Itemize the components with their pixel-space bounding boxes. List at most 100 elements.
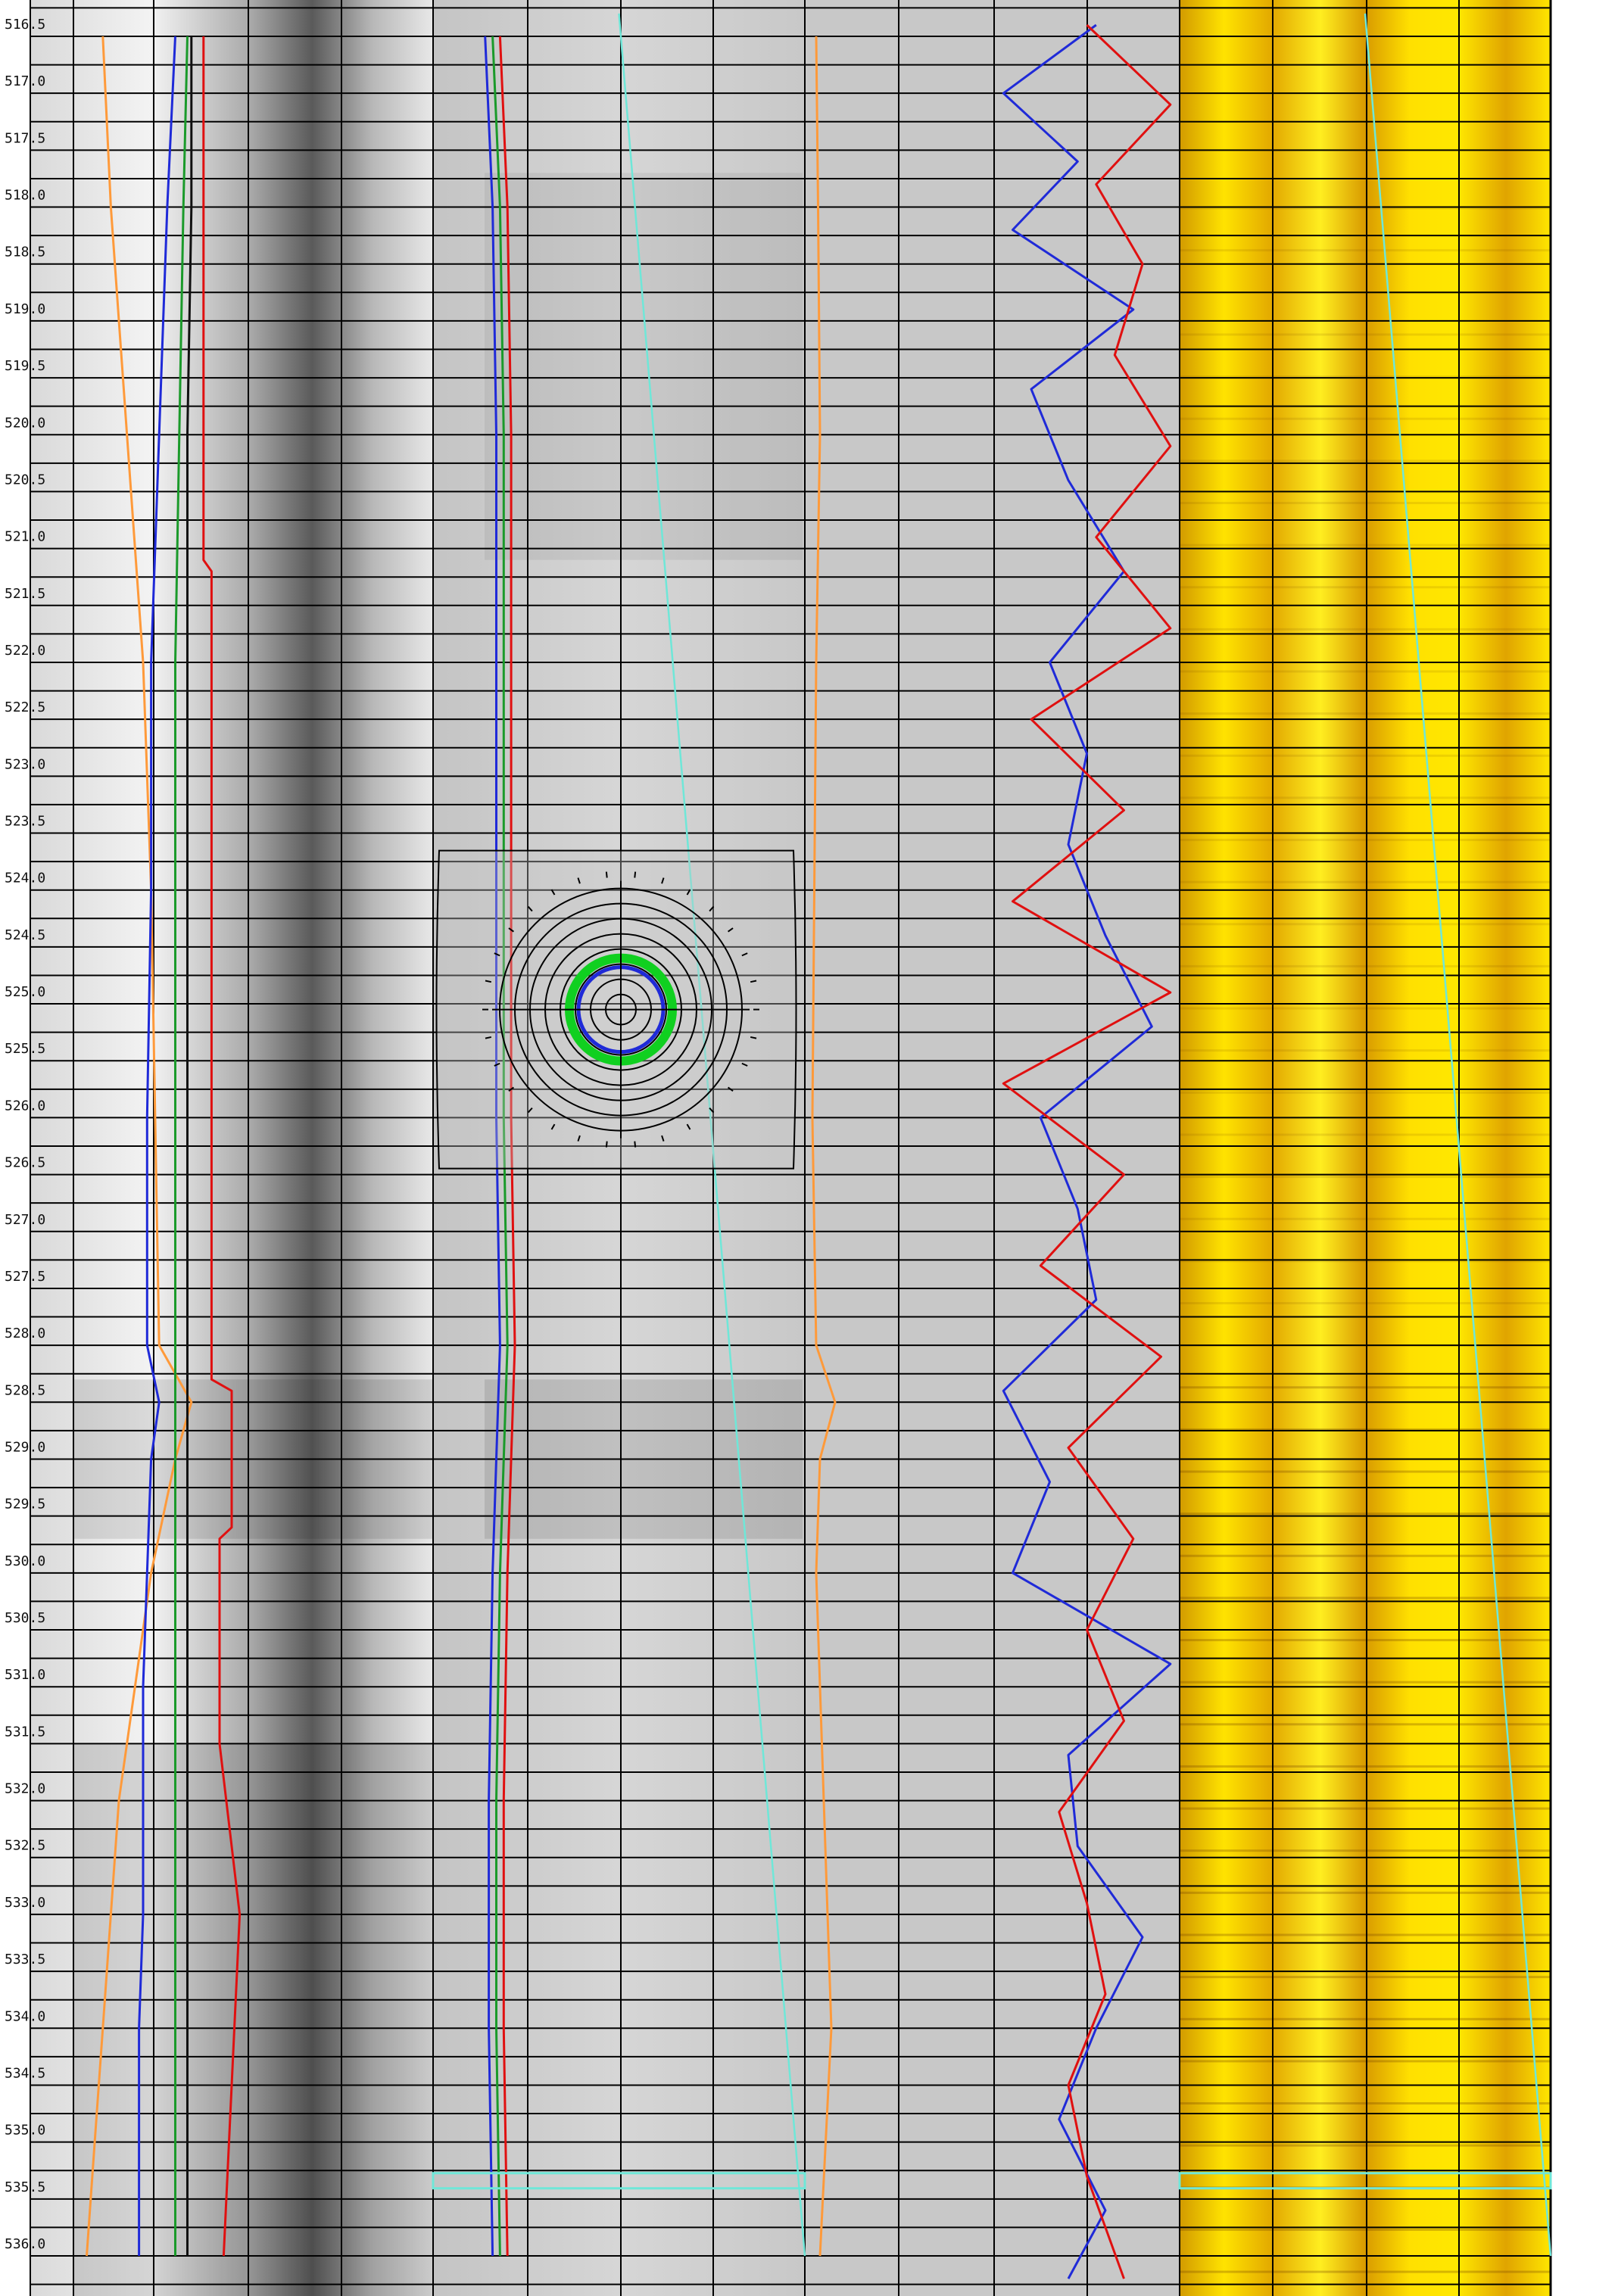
track-5-streak: [1180, 1512, 1551, 1516]
track-3-curve-1: [811, 36, 837, 2257]
depth-tick-label: 520.5: [5, 472, 45, 488]
horizontal-marker: [1178, 2172, 1552, 2190]
track-5-background: [1180, 0, 1551, 2296]
depth-tick-label: 533.5: [5, 1952, 45, 1967]
inset-tick: [508, 927, 515, 933]
depth-tick-label: 531.5: [5, 1724, 45, 1740]
inset-tick: [577, 1135, 581, 1142]
track-5-streak: [1180, 1091, 1551, 1094]
depth-tick-label: 524.0: [5, 871, 45, 886]
track-1-curve-2: [138, 36, 176, 2256]
depth-tick-label: 521.5: [5, 586, 45, 602]
track-2-curve-2: [491, 36, 509, 2257]
depth-tick-label: 533.0: [5, 1895, 45, 1911]
inset-tick: [494, 952, 500, 957]
track-1-curve-3: [174, 36, 189, 2256]
track-5-streak: [1180, 1470, 1551, 1473]
depth-tick-label: 534.5: [5, 2065, 45, 2081]
track-1-dark-band: [73, 1743, 433, 2296]
depth-tick-label: 526.5: [5, 1155, 45, 1171]
inset-tick: [661, 1135, 665, 1142]
horizontal-marker: [432, 2172, 806, 2190]
inset-tick: [686, 1123, 691, 1130]
track-5-streak: [1180, 1133, 1551, 1136]
track-5-streak: [1180, 923, 1551, 926]
depth-markers: [432, 2172, 1552, 2190]
track-5-streak: [1180, 375, 1551, 379]
depth-tick-label: 529.0: [5, 1439, 45, 1455]
track-5-streak: [1180, 333, 1551, 336]
depth-tick-label: 517.5: [5, 130, 45, 146]
track-5-streak: [1180, 628, 1551, 631]
depth-tick-label: 535.5: [5, 2179, 45, 2195]
inset-tick: [750, 1036, 757, 1039]
track-5-streak: [1180, 796, 1551, 799]
inset-tick: [741, 952, 748, 957]
depth-tick-label: 530.5: [5, 1610, 45, 1626]
depth-tick-label: 520.0: [5, 415, 45, 431]
depth-tick-label: 529.5: [5, 1497, 45, 1512]
track-5-streak: [1180, 1007, 1551, 1010]
track-5-streak: [1180, 1681, 1551, 1684]
depth-tick-label: 536.0: [5, 2236, 45, 2252]
depth-tick-label: 524.5: [5, 927, 45, 943]
inset-tick: [727, 1086, 734, 1092]
inset-tick: [527, 1107, 533, 1114]
depth-grid-major: [30, 0, 1552, 2296]
depth-tick-label: 518.0: [5, 188, 45, 204]
track-5-streak: [1180, 207, 1551, 210]
track-5-streak: [1180, 1260, 1551, 1263]
track-5-streak: [1180, 754, 1551, 757]
track-5-streak: [1180, 2102, 1551, 2105]
depth-tick-label: 518.5: [5, 245, 45, 260]
log-curves: [86, 13, 1552, 2279]
track-5-streak: [1180, 417, 1551, 420]
track-5-streak: [1180, 586, 1551, 589]
track-5-streak: [1180, 839, 1551, 842]
inset-tick: [605, 1141, 608, 1148]
track-5-streak: [1180, 1428, 1551, 1431]
track-5-streak: [1180, 712, 1551, 715]
depth-tick-label: 522.5: [5, 699, 45, 715]
inset-tick: [485, 980, 492, 983]
track-5-streak: [1180, 1723, 1551, 1726]
track-1-curve-4: [186, 36, 193, 2256]
track-1-curve-1: [86, 36, 193, 2257]
track-5-curve-1: [1364, 13, 1552, 2257]
track-5-streak: [1180, 1386, 1551, 1389]
inset-tick: [686, 889, 691, 896]
track-2-dark-band: [485, 173, 803, 560]
depth-grid-minor: [30, 7, 1551, 2285]
track-2-curve-3: [498, 36, 516, 2257]
track-5-streak: [1180, 1554, 1551, 1557]
inset-tick: [550, 889, 556, 896]
depth-axis: 516.5 517.0 517.5 518.0 518.5 519.0 519.5 520.0…: [5, 17, 45, 2252]
depth-tick-label: 523.0: [5, 756, 45, 772]
inset-tick: [709, 905, 715, 912]
track-5-streak: [1180, 2270, 1551, 2273]
inset-tick: [661, 877, 665, 884]
track-5-streak: [1180, 1765, 1551, 1768]
depth-tick-label: 527.5: [5, 1269, 45, 1285]
depth-tick-label: 527.0: [5, 1212, 45, 1228]
track-5-streak: [1180, 544, 1551, 547]
inset-tick: [527, 905, 533, 912]
depth-tick-label: 528.5: [5, 1382, 45, 1398]
depth-tick-label: 522.0: [5, 643, 45, 659]
inset-tick: [709, 1107, 715, 1114]
track-5-streak: [1180, 1176, 1551, 1179]
track-5-streak: [1180, 249, 1551, 252]
depth-tick-label: 517.0: [5, 73, 45, 89]
inset-tick: [508, 1086, 515, 1092]
track-5-streak: [1180, 1049, 1551, 1052]
inset-tick: [727, 927, 734, 933]
track-5-streak: [1180, 1639, 1551, 1642]
depth-tick-label: 530.0: [5, 1553, 45, 1569]
track-5-streak: [1180, 964, 1551, 967]
track-5-streak: [1180, 1933, 1551, 1936]
inset-tick: [741, 1062, 748, 1067]
polar-inset: [435, 849, 797, 1170]
track-4-curve-1: [1002, 23, 1172, 2279]
